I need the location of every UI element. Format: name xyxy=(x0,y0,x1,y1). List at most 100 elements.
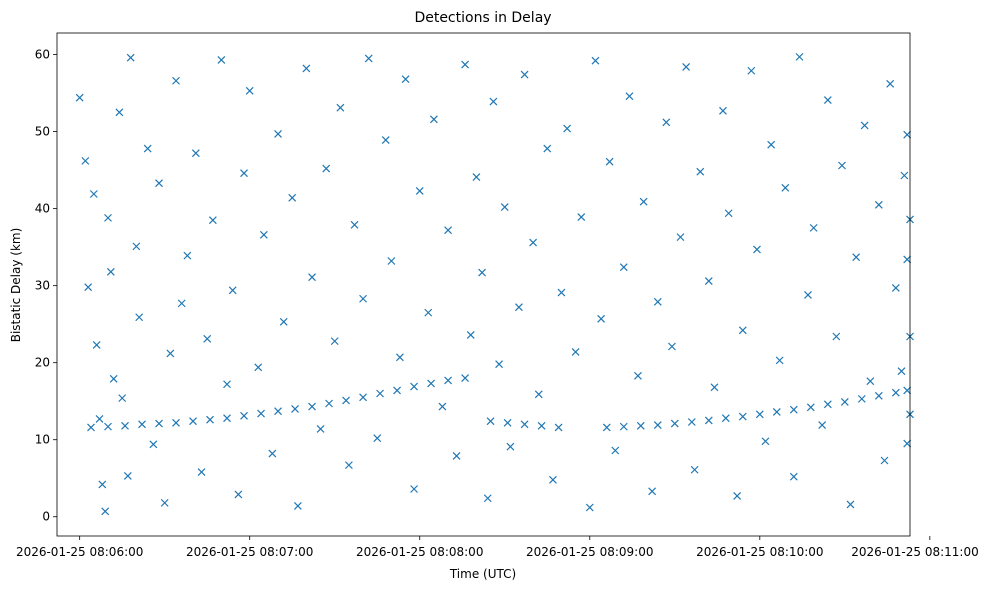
data-point xyxy=(257,409,265,418)
data-point xyxy=(619,422,628,431)
data-point xyxy=(761,437,770,446)
y-tick-label: 30 xyxy=(35,279,50,293)
chart-title: Detections in Delay xyxy=(414,10,551,26)
data-point xyxy=(208,216,217,225)
data-point xyxy=(121,421,129,430)
data-point xyxy=(529,238,538,247)
data-point xyxy=(330,337,339,346)
y-tick-label: 20 xyxy=(35,356,50,370)
data-point xyxy=(81,156,90,165)
data-point xyxy=(795,52,804,61)
data-point xyxy=(557,288,566,297)
data-point xyxy=(838,161,846,170)
data-point xyxy=(149,440,158,449)
data-point xyxy=(662,118,671,127)
data-point xyxy=(710,383,719,392)
data-point xyxy=(704,416,713,425)
data-point xyxy=(172,76,180,85)
data-point xyxy=(143,144,152,153)
data-point xyxy=(342,396,350,405)
data-point xyxy=(832,332,841,341)
data-point xyxy=(804,290,812,299)
data-point xyxy=(891,388,900,397)
data-point xyxy=(503,418,512,427)
data-point xyxy=(554,423,563,432)
data-point xyxy=(84,283,93,292)
data-point xyxy=(228,286,237,295)
data-point xyxy=(118,394,127,403)
data-point xyxy=(387,257,396,265)
x-tick-label: 2026-01-25 08:08:00 xyxy=(356,545,483,559)
data-point xyxy=(597,314,606,323)
data-point xyxy=(160,498,169,507)
data-point xyxy=(738,326,747,335)
data-point xyxy=(500,203,509,212)
data-point xyxy=(444,226,453,235)
x-tick-label: 2026-01-25 08:09:00 xyxy=(526,545,653,559)
data-point xyxy=(466,331,475,339)
data-point xyxy=(846,500,855,509)
data-point xyxy=(755,410,764,419)
data-point xyxy=(410,485,418,493)
data-point xyxy=(135,313,144,322)
data-point xyxy=(611,446,620,455)
data-point xyxy=(126,53,135,62)
data-point xyxy=(115,108,124,117)
data-point xyxy=(625,92,634,101)
data-point xyxy=(823,400,832,409)
data-point xyxy=(274,407,282,416)
data-point xyxy=(245,86,254,95)
data-point xyxy=(478,268,487,277)
data-point xyxy=(619,263,628,272)
data-point xyxy=(364,54,373,63)
data-point xyxy=(189,417,197,426)
data-point xyxy=(452,451,461,460)
data-point xyxy=(240,169,248,178)
data-point xyxy=(429,115,438,124)
x-axis-ticks: 2026-01-25 08:06:00 2026-01-25 08:07:00 20… xyxy=(16,536,979,559)
plot-area-frame xyxy=(56,32,911,537)
data-point xyxy=(874,200,883,209)
data-point xyxy=(288,193,297,202)
data-point xyxy=(738,412,747,421)
data-point xyxy=(206,415,214,424)
data-point xyxy=(903,386,912,395)
data-point xyxy=(401,75,410,84)
data-point xyxy=(543,144,552,153)
data-point xyxy=(602,423,611,432)
data-point xyxy=(534,390,543,399)
y-axis-ticks: 0 10 20 30 40 50 60 xyxy=(35,48,57,524)
data-point xyxy=(322,164,331,173)
data-point xyxy=(268,449,277,458)
data-point xyxy=(395,353,404,362)
data-point xyxy=(95,414,104,423)
data-point xyxy=(92,341,101,349)
data-point xyxy=(886,79,895,88)
data-point xyxy=(891,284,900,292)
data-point xyxy=(772,408,781,416)
data-point xyxy=(325,399,333,408)
data-point xyxy=(636,421,645,430)
data-point xyxy=(483,494,492,503)
data-point xyxy=(359,294,367,303)
y-tick-label: 0 xyxy=(42,510,50,524)
data-point xyxy=(203,334,212,343)
data-point xyxy=(240,411,248,420)
data-point xyxy=(806,403,815,412)
x-tick-label: 2026-01-25 08:11:00 xyxy=(851,545,978,559)
data-point xyxy=(461,374,470,383)
data-point xyxy=(123,471,132,480)
data-point xyxy=(155,179,163,188)
data-point xyxy=(653,421,662,430)
data-point xyxy=(424,308,433,317)
data-point xyxy=(880,456,889,465)
data-point xyxy=(472,173,481,181)
data-point xyxy=(104,422,112,431)
data-point xyxy=(789,472,798,481)
data-point xyxy=(191,149,200,158)
data-point xyxy=(336,103,345,112)
data-point xyxy=(903,130,912,139)
data-point xyxy=(138,420,146,429)
